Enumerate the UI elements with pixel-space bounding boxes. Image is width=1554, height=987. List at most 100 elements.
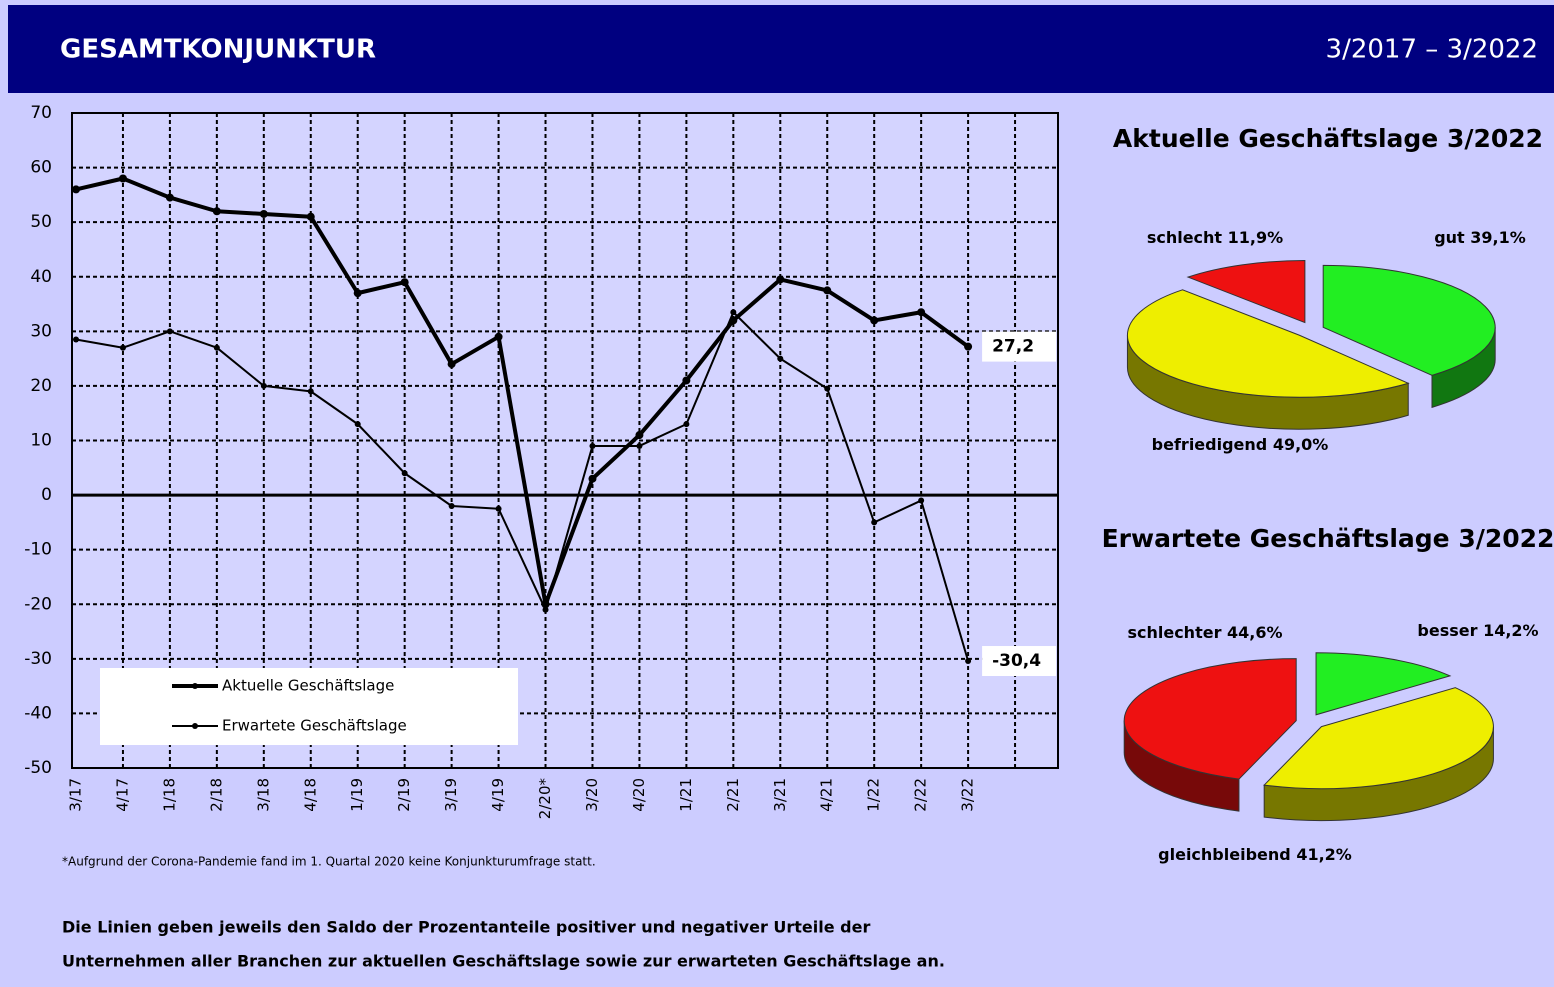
legend-swatch-marker [192, 723, 198, 729]
point [824, 385, 831, 392]
header-title: GESAMTKONJUNKTUR [60, 35, 376, 65]
pie-label: schlecht 11,9% [1147, 228, 1283, 247]
x-tick-label: 3/19 [442, 778, 460, 812]
pie-title: Erwartete Geschäftslage 3/2022 [1102, 524, 1554, 553]
point [495, 505, 502, 512]
point [730, 309, 737, 316]
value-label-text: -30,4 [992, 651, 1041, 671]
pie-label: befriedigend 49,0% [1152, 435, 1329, 454]
pie-label: schlechter 44,6% [1127, 623, 1282, 642]
pie-label-category: schlecht [1147, 228, 1223, 247]
pie-slice [1126, 289, 1410, 398]
point [776, 275, 785, 284]
x-tick-label: 2/22 [912, 778, 930, 812]
point [918, 497, 925, 504]
caption-line: Unternehmen aller Branchen zur aktuellen… [62, 952, 945, 971]
pie-label-category: befriedigend [1152, 435, 1268, 454]
x-tick-label: 1/21 [677, 778, 695, 812]
point [635, 431, 644, 440]
y-tick-label: 70 [30, 103, 52, 123]
pie-label-value: 39,1% [1470, 228, 1526, 247]
point [119, 344, 126, 351]
value-label-box [982, 646, 1057, 677]
x-tick-label: 2/20* [536, 778, 554, 820]
x-tick-label: 3/20 [583, 778, 601, 812]
pie-label-value: 14,2% [1483, 621, 1539, 640]
y-tick-label: 10 [30, 431, 52, 451]
pie-slice [1123, 658, 1297, 780]
point [823, 286, 832, 295]
x-tick-label: 3/18 [254, 778, 272, 812]
point [401, 470, 408, 477]
header-band [8, 5, 1554, 93]
x-tick-label: 4/20 [630, 778, 648, 812]
point [494, 332, 503, 341]
value-label: -30,4 [982, 646, 1057, 677]
x-tick-label: 1/18 [160, 778, 178, 812]
pie-slice [1186, 260, 1306, 324]
point [213, 344, 220, 351]
y-tick-label: -20 [24, 594, 52, 614]
pie-label: gut 39,1% [1434, 228, 1526, 247]
point [683, 421, 690, 428]
point [448, 503, 455, 509]
point [777, 355, 784, 362]
point [260, 382, 267, 389]
point [542, 606, 549, 613]
value-label-box [982, 331, 1057, 362]
x-tick-label: 4/18 [301, 778, 319, 812]
point [259, 209, 268, 218]
point [306, 212, 315, 221]
pie-slice [1315, 652, 1452, 716]
pie-label-value: 49,0% [1273, 435, 1329, 454]
x-tick-label: 2/19 [395, 778, 413, 812]
point [682, 376, 691, 385]
x-tick-label: 1/19 [348, 778, 366, 812]
point [354, 421, 361, 428]
point [73, 336, 79, 343]
point [118, 174, 127, 183]
y-tick-label: 60 [30, 158, 52, 178]
pie-label: besser 14,2% [1417, 621, 1538, 640]
point [353, 289, 362, 298]
y-tick-label: -30 [24, 649, 52, 669]
header-period: 3/2017 – 3/2022 [1326, 35, 1538, 65]
x-tick-label: 2/18 [207, 778, 225, 812]
legend-label: Aktuelle Geschäftslage [222, 677, 394, 695]
pie-slice [1322, 264, 1496, 376]
x-tick-label: 2/21 [724, 778, 742, 812]
y-tick-label: 0 [41, 485, 52, 505]
y-tick-label: -40 [24, 703, 52, 723]
point [212, 207, 221, 216]
point [166, 328, 173, 335]
pie-label-value: 41,2% [1296, 845, 1352, 864]
y-tick-label: 40 [30, 267, 52, 287]
point [447, 360, 456, 369]
point [917, 308, 926, 317]
point [400, 278, 409, 287]
y-tick-label: 50 [30, 212, 52, 232]
y-tick-label: 30 [30, 321, 52, 341]
x-tick-label: 4/21 [818, 778, 836, 812]
pie-label: gleichbleibend 41,2% [1158, 845, 1352, 864]
point [871, 519, 878, 526]
y-tick-label: 20 [30, 376, 52, 396]
legend-label: Erwartete Geschäftslage [222, 717, 407, 735]
pie-title: Aktuelle Geschäftslage 3/2022 [1113, 124, 1543, 153]
point [965, 658, 972, 665]
x-tick-label: 4/17 [113, 778, 131, 812]
x-tick-label: 1/22 [865, 778, 883, 812]
point [870, 316, 879, 325]
point [588, 474, 597, 483]
pie-label-category: besser [1417, 621, 1477, 640]
pie-slice [1263, 687, 1494, 790]
y-tick-label: -50 [24, 758, 52, 778]
footnote: *Aufgrund der Corona-Pandemie fand im 1.… [62, 855, 596, 869]
value-label: 27,2 [982, 331, 1057, 362]
x-tick-label: 3/17 [67, 778, 85, 812]
pie-label-value: 44,6% [1227, 623, 1283, 642]
pie-label-category: gut [1434, 228, 1465, 247]
pie-label-category: schlechter [1127, 623, 1221, 642]
